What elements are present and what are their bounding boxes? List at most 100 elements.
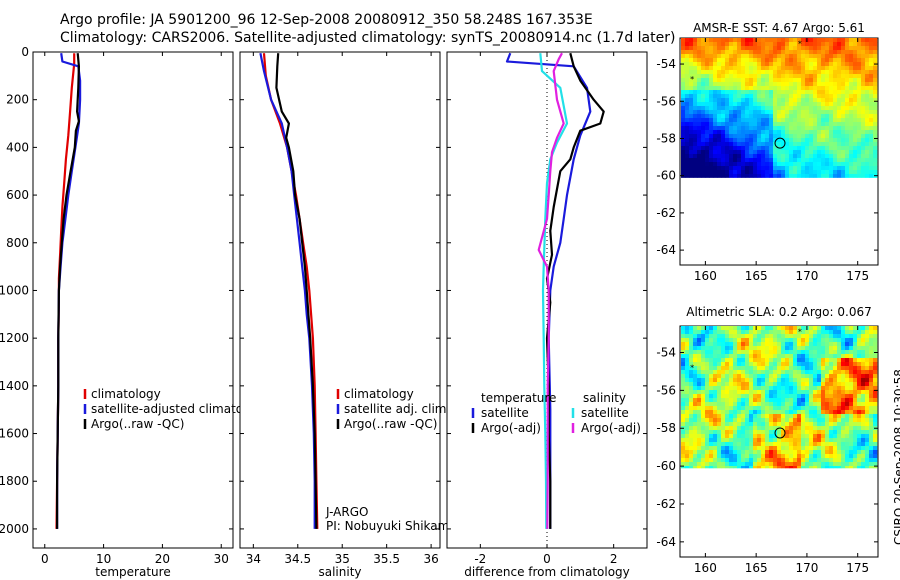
- heatmap-cell: [781, 446, 786, 451]
- heatmap-cell: [733, 74, 738, 79]
- heatmap-cell: [857, 346, 862, 351]
- heatmap-cell: [769, 58, 774, 63]
- heatmap-cell: [709, 122, 714, 127]
- heatmap-cell: [813, 98, 818, 103]
- heatmap-cell: [753, 90, 758, 95]
- heatmap-cell: [793, 70, 798, 75]
- heatmap-cell: [693, 122, 698, 127]
- heatmap-cell: [841, 106, 846, 111]
- heatmap-cell: [873, 366, 878, 371]
- heatmap-cell: [757, 422, 762, 427]
- heatmap-cell: [837, 154, 842, 159]
- heatmap-cell: [697, 390, 702, 395]
- heatmap-cell: [829, 334, 834, 339]
- heatmap-cell: [713, 158, 718, 163]
- heatmap-cell: [753, 386, 758, 391]
- heatmap-cell: [825, 366, 830, 371]
- heatmap-cell: [685, 150, 690, 155]
- heatmap-cell: [761, 106, 766, 111]
- heatmap-cell: [705, 390, 710, 395]
- heatmap-cell: [749, 342, 754, 347]
- heatmap-cell: [833, 58, 838, 63]
- heatmap-cell: [777, 394, 782, 399]
- heatmap-cell: [789, 162, 794, 167]
- heatmap-cell: [845, 390, 850, 395]
- heatmap-cell: [681, 90, 686, 95]
- heatmap-cell: [853, 382, 858, 387]
- heatmap-cell: [837, 386, 842, 391]
- heatmap-cell: [857, 90, 862, 95]
- heatmap-cell: [761, 402, 766, 407]
- heatmap-cell: [873, 154, 878, 159]
- heatmap-cell: [753, 454, 758, 459]
- heatmap-cell: [701, 70, 706, 75]
- heatmap-cell: [817, 390, 822, 395]
- heatmap-cell: [713, 166, 718, 171]
- heatmap-cell: [821, 462, 826, 467]
- heatmap-cell: [865, 150, 870, 155]
- heatmap-cell: [797, 326, 802, 331]
- heatmap-cell: [805, 386, 810, 391]
- heatmap-cell: [873, 94, 878, 99]
- heatmap-cell: [713, 382, 718, 387]
- heatmap-cell: [769, 386, 774, 391]
- heatmap-cell: [757, 126, 762, 131]
- heatmap-cell: [733, 118, 738, 123]
- heatmap-cell: [753, 146, 758, 151]
- heatmap-cell: [797, 370, 802, 375]
- heatmap-cell: [729, 350, 734, 355]
- heatmap-cell: [841, 150, 846, 155]
- heatmap-cell: [841, 434, 846, 439]
- y-tick-label: -54: [656, 57, 676, 71]
- heatmap-cell: [681, 406, 686, 411]
- heatmap-cell: [849, 94, 854, 99]
- heatmap-cell: [793, 78, 798, 83]
- heatmap-cell: [753, 346, 758, 351]
- heatmap-cell: [737, 78, 742, 83]
- heatmap-cell: [797, 418, 802, 423]
- heatmap-cell: [697, 402, 702, 407]
- heatmap-cell: [837, 454, 842, 459]
- heatmap-cell: [737, 86, 742, 91]
- heatmap-cell: [841, 426, 846, 431]
- heatmap-cell: [857, 442, 862, 447]
- heatmap-cell: [837, 342, 842, 347]
- heatmap-cell: [777, 166, 782, 171]
- heatmap-cell: [789, 334, 794, 339]
- heatmap-cell: [689, 350, 694, 355]
- heatmap-cell: [793, 130, 798, 135]
- heatmap-cell: [745, 162, 750, 167]
- heatmap-cell: [857, 50, 862, 55]
- heatmap-cell: [837, 114, 842, 119]
- heatmap-cell: [829, 158, 834, 163]
- heatmap-cell: [805, 342, 810, 347]
- heatmap-cell: [717, 462, 722, 467]
- heatmap-cell: [717, 362, 722, 367]
- heatmap-cell: [785, 142, 790, 147]
- heatmap-cell: [773, 426, 778, 431]
- heatmap-cell: [817, 430, 822, 435]
- heatmap-cell: [689, 118, 694, 123]
- heatmap-cell: [761, 466, 766, 469]
- heatmap-cell: [801, 50, 806, 55]
- y-tick-label: 200: [6, 93, 29, 107]
- heatmap-cell: [793, 134, 798, 139]
- heatmap-cell: [873, 378, 878, 383]
- heatmap-cell: [785, 410, 790, 415]
- heatmap-cell: [829, 126, 834, 131]
- heatmap-cell: [805, 110, 810, 115]
- heatmap-cell: [865, 330, 870, 335]
- heatmap-cell: [845, 50, 850, 55]
- heatmap-cell: [829, 150, 834, 155]
- heatmap-cell: [813, 158, 818, 163]
- heatmap-cell: [789, 450, 794, 455]
- heatmap-cell: [853, 394, 858, 399]
- heatmap-cell: [861, 382, 866, 387]
- heatmap-cell: [705, 354, 710, 359]
- heatmap-cell: [745, 434, 750, 439]
- heatmap-cell: [817, 410, 822, 415]
- heatmap-cell: [861, 438, 866, 443]
- heatmap-cell: [857, 134, 862, 139]
- heatmap-cell: [829, 430, 834, 435]
- heatmap-cell: [853, 98, 858, 103]
